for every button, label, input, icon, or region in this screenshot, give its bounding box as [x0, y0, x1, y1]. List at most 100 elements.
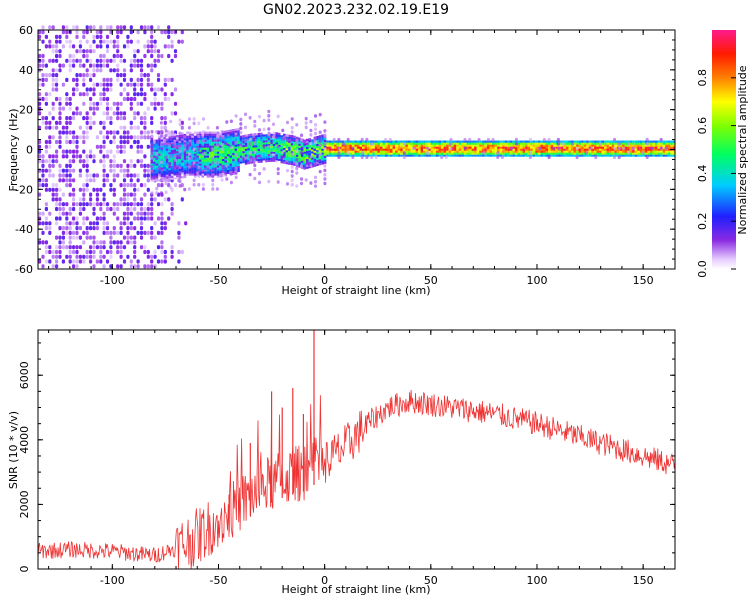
spectrogram-cell [183, 138, 187, 141]
spectrogram-cell [568, 142, 571, 145]
spectrogram-cell [186, 147, 189, 150]
spectrogram-cell [606, 142, 610, 145]
spectrogram-cell [300, 148, 304, 151]
spectrogram-cell [509, 154, 513, 157]
spectrogram-cell [558, 152, 561, 155]
spectrogram-cell [451, 146, 454, 149]
spectrogram-cell [229, 169, 233, 172]
spectrogram-cell [133, 58, 137, 63]
spectrogram-cell [260, 138, 263, 141]
spectrogram-cell [237, 156, 240, 159]
spectrogram-cell [388, 137, 392, 142]
spectrogram-cell [540, 142, 543, 145]
spectrogram-cell [224, 148, 227, 151]
spectrogram-cell [163, 148, 166, 152]
spectrogram-cell [458, 140, 462, 143]
spectrogram-cell [275, 144, 278, 147]
spectrogram-cell [619, 150, 622, 153]
spectrogram-cell [351, 155, 355, 159]
spectrogram-cell [402, 151, 406, 155]
spectrogram-cell [441, 148, 444, 151]
spectrogram-cell [95, 58, 99, 63]
spectrogram-cell [568, 154, 571, 157]
spectrogram-cell [601, 148, 605, 151]
spectrogram-cell [51, 154, 55, 159]
spectrogram-cell [384, 137, 388, 142]
spectrogram-cell [453, 146, 457, 149]
spectrogram-cell [99, 245, 103, 250]
spectrogram-cell [181, 146, 184, 149]
spectrogram-cell [336, 154, 340, 157]
spectrogram-cell [390, 142, 393, 145]
spectrogram-cell [150, 202, 154, 207]
spectrogram-cell [239, 122, 243, 126]
spectrogram-cell [204, 159, 207, 162]
spectrogram-cell [129, 226, 133, 231]
spectrogram-cell [647, 152, 650, 155]
spectrogram-cell [318, 159, 322, 162]
colorbar-tick-label: 0.0 [696, 260, 709, 278]
spectrogram-cell [303, 149, 306, 152]
spectrogram-cell [300, 140, 304, 143]
spectrogram-cell [99, 92, 103, 97]
spectrogram-cell [44, 125, 48, 130]
spectrogram-cell [160, 163, 164, 166]
spectrogram-cell [139, 230, 144, 235]
spectrogram-cell [323, 120, 327, 124]
spectrogram-cell [58, 39, 62, 44]
spectrogram-cell [642, 148, 645, 151]
spectrogram-cell [489, 142, 492, 145]
spectrogram-cell [44, 240, 48, 245]
spectrogram-cell [617, 155, 621, 159]
spectrogram-cell [295, 136, 299, 139]
spectrogram-cell [272, 147, 276, 150]
spectrogram-cell [89, 254, 93, 259]
spectrogram-cell [65, 120, 69, 125]
spectrogram-cell [122, 159, 127, 164]
spectrogram-cell [51, 25, 55, 30]
spectrogram-cell [316, 147, 319, 151]
spectrogram-cell [481, 140, 485, 143]
spectrogram-cell [48, 168, 52, 173]
spectrogram-cell [165, 172, 169, 175]
spectrogram-cell [244, 148, 248, 151]
spectrogram-cell [227, 136, 230, 139]
spectrogram-cell [78, 73, 82, 78]
spectrogram-cell [359, 140, 363, 143]
spectrogram-cell [242, 151, 245, 154]
spectrogram-cell [109, 240, 113, 245]
spectrogram-cell [509, 144, 513, 147]
spectrogram-cell [158, 141, 161, 144]
spectrogram-cell [201, 183, 205, 187]
spectrogram-cell [150, 63, 154, 68]
spectrogram-cell [65, 183, 69, 188]
spectrogram-cell [560, 146, 564, 149]
spectrogram-cell [229, 141, 233, 144]
spectrogram-cell [255, 133, 258, 136]
spectrogram-cell [109, 235, 113, 240]
spectrogram-cell [201, 130, 205, 134]
spectrogram-cell [122, 197, 127, 202]
spectrogram-cell [95, 216, 99, 221]
spectrogram-cell [176, 165, 179, 168]
spectrogram-cell [420, 142, 424, 145]
spectrogram-cell [129, 264, 133, 269]
spectrogram-cell [379, 152, 383, 155]
spectrogram-cell [660, 140, 663, 143]
spectrogram-cell [323, 157, 327, 160]
spectrogram-cell [75, 245, 79, 250]
spectrogram-cell [216, 169, 220, 172]
spectrogram-cell [160, 116, 164, 121]
spectrogram-cell [176, 145, 179, 148]
spectrogram-cell [247, 162, 250, 165]
spectrogram-cell [469, 148, 472, 151]
spectrogram-cell [359, 150, 363, 153]
spectrogram-cell [105, 58, 110, 63]
spectrogram-cell [397, 146, 401, 149]
spectrogram-cell [229, 157, 233, 160]
spectrogram-cell [346, 151, 350, 155]
spectrogram-cell [659, 137, 663, 142]
spectrogram-cell [82, 130, 86, 135]
spectrogram-cell [68, 120, 72, 125]
spectrogram-cell [667, 154, 671, 157]
